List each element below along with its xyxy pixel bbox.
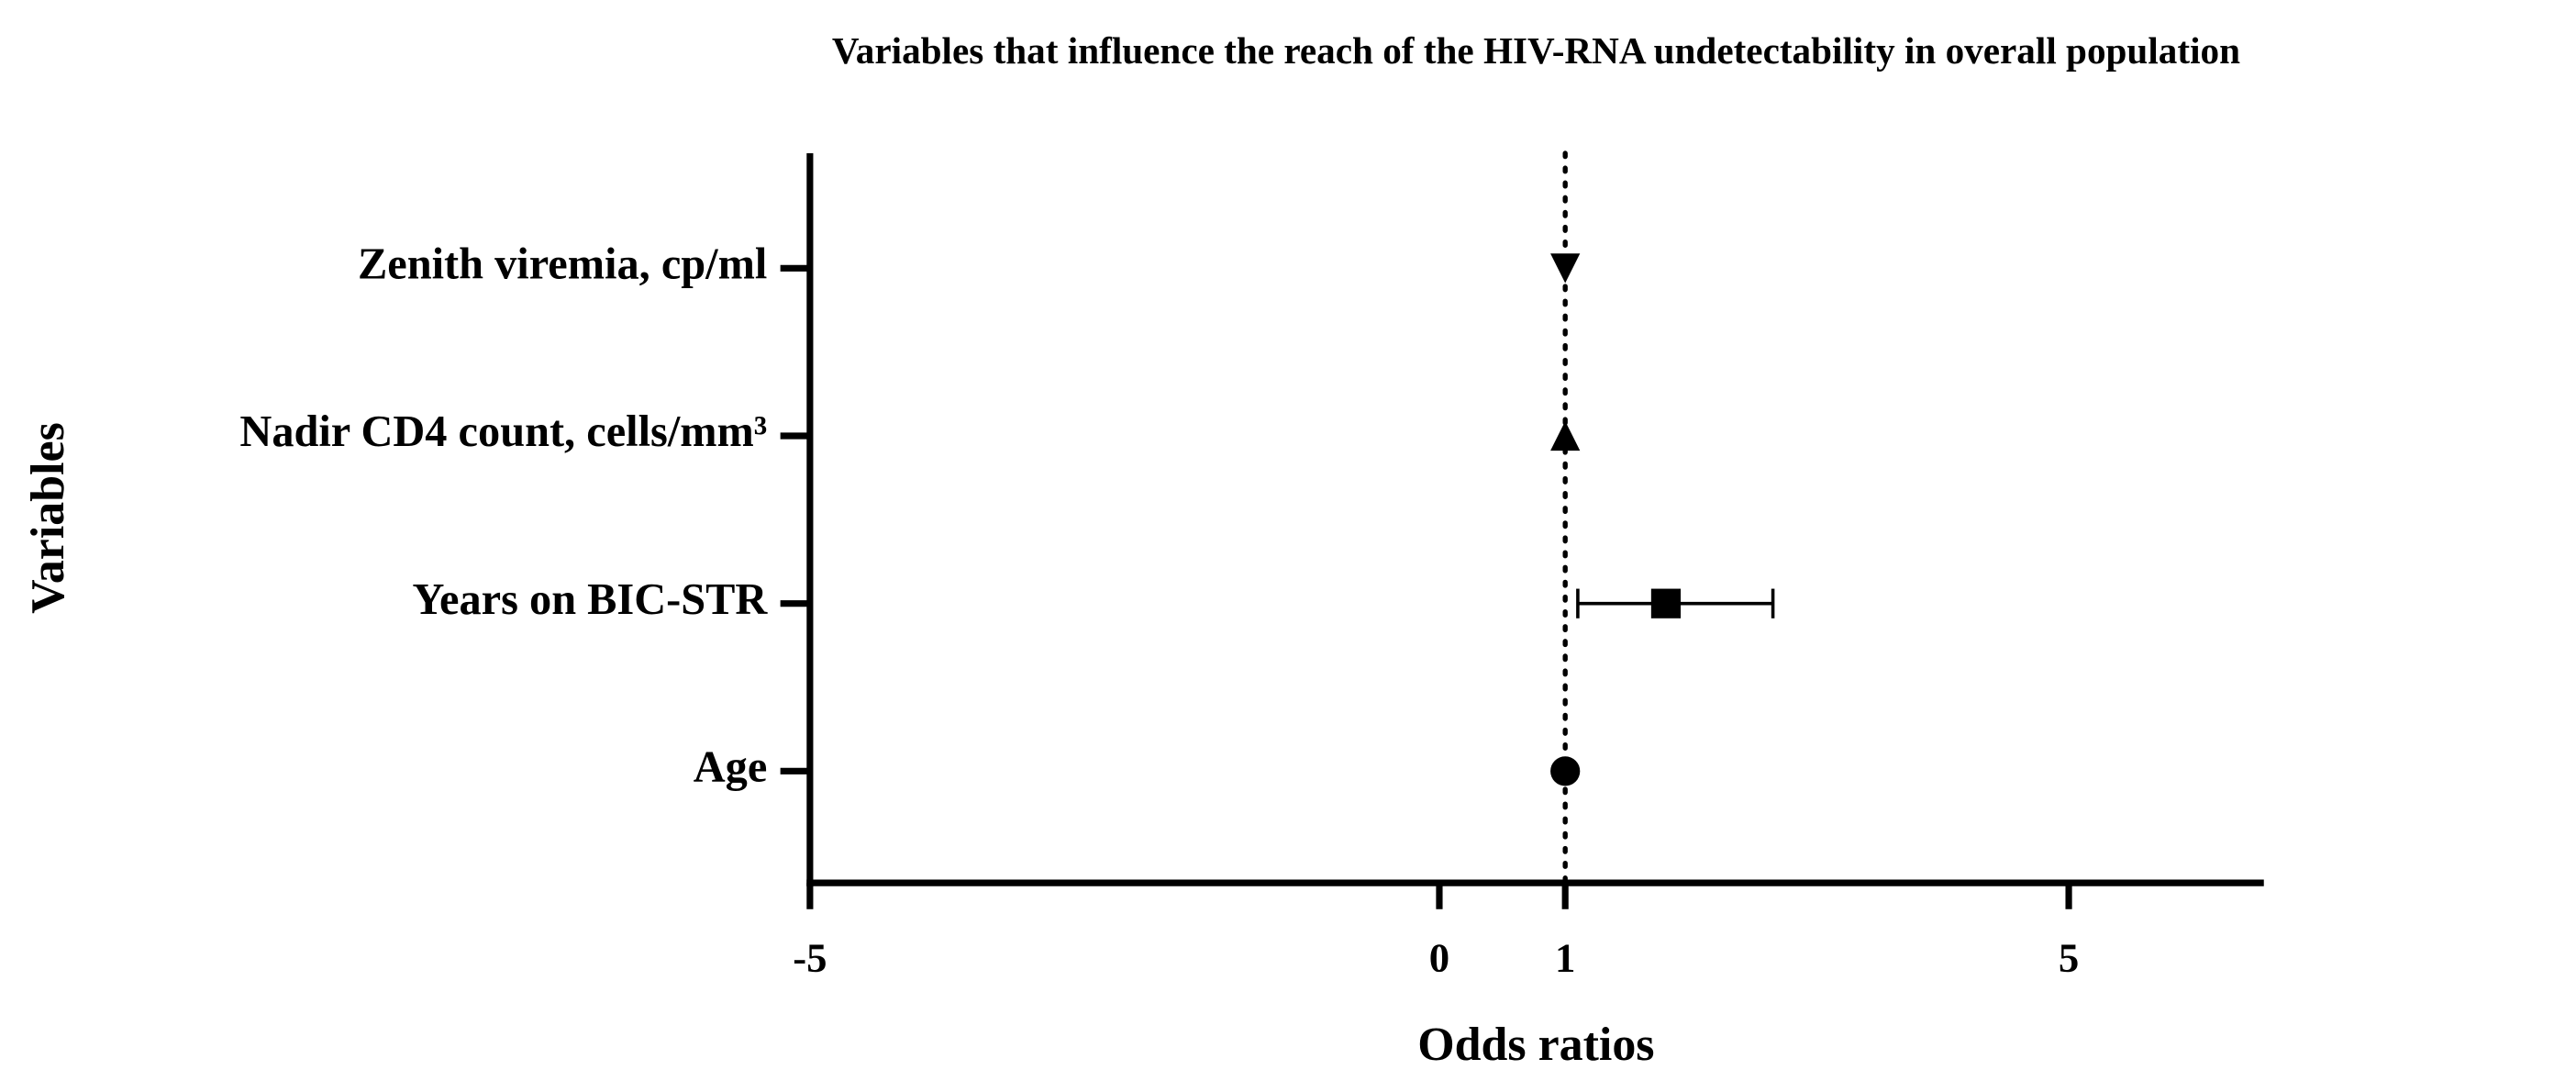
marker bbox=[1550, 420, 1581, 451]
marker bbox=[1550, 253, 1581, 284]
x-tick-label: -5 bbox=[793, 934, 827, 980]
x-tick-label: 0 bbox=[1429, 934, 1449, 980]
y-axis-label: Variables bbox=[22, 422, 74, 614]
marker bbox=[1550, 756, 1581, 786]
y-tick-label: Age bbox=[694, 742, 768, 791]
y-tick-label: Zenith viremia, cp/ml bbox=[358, 240, 767, 288]
chart-title: Variables that influence the reach of th… bbox=[832, 29, 2240, 72]
y-tick-label: Years on BIC-STR bbox=[413, 575, 769, 624]
x-axis-label: Odds ratios bbox=[1417, 1019, 1654, 1071]
x-tick-label: 1 bbox=[1555, 934, 1575, 980]
y-tick-label: Nadir CD4 count, cells/mm³ bbox=[239, 407, 767, 456]
x-tick-label: 5 bbox=[2059, 934, 2079, 980]
marker bbox=[1650, 588, 1682, 618]
